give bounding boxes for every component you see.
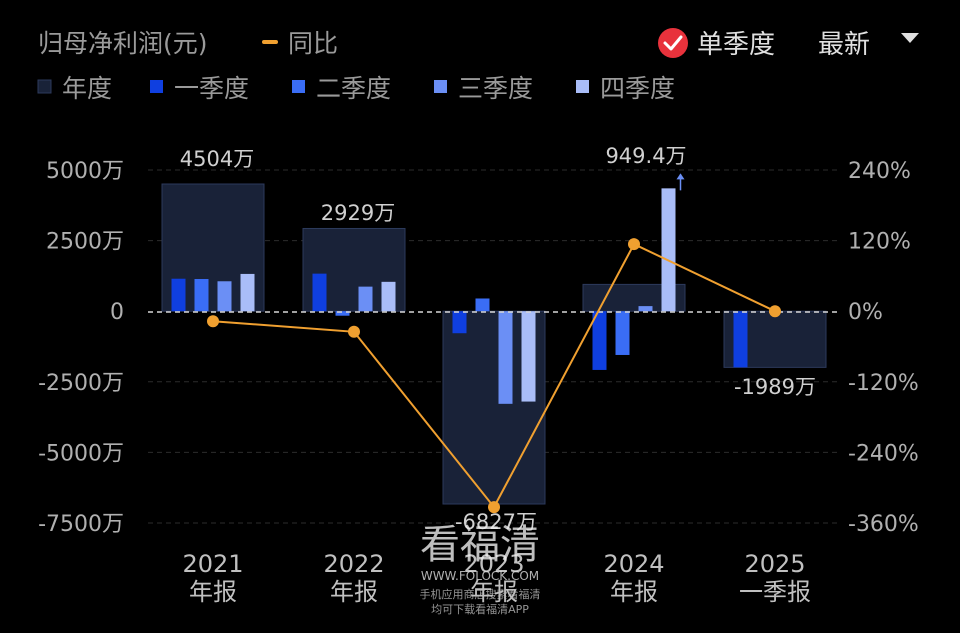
legend-swatch-0 (37, 79, 52, 94)
left-tick-label: -5000万 (38, 441, 124, 466)
legend-label-4: 四季度 (600, 74, 675, 103)
annual-bars (161, 183, 827, 505)
category-label: 2021 年报 (182, 550, 243, 606)
caret-down-icon (901, 33, 919, 43)
quarter-bar[interactable] (521, 311, 536, 402)
legend-swatch-4 (576, 80, 589, 93)
yoy-legend-label: 同比 (288, 29, 338, 58)
quarter-bar[interactable] (592, 311, 607, 370)
quarter-bar[interactable] (194, 279, 209, 312)
checkmark-glyph (663, 35, 683, 51)
watermark-brand: 看福清 (420, 522, 540, 568)
quarter-bar[interactable] (335, 311, 350, 316)
category-label: 2025 一季报 (739, 550, 811, 606)
right-tick-label: -360% (848, 512, 919, 537)
quarter-bar[interactable] (358, 286, 373, 312)
watermark: 看福清 WWW.FOLOCK.COM 手机应用商店搜索看福清 均可下载看福清AP… (420, 522, 541, 616)
yoy-line (207, 238, 781, 514)
yoy-point[interactable] (348, 325, 360, 338)
right-tick-label: -240% (848, 441, 919, 466)
category-label: 2024 年报 (603, 550, 664, 606)
check-icon (658, 28, 688, 58)
annual-value-label: -1989万 (734, 375, 816, 399)
yoy-point[interactable] (488, 501, 500, 514)
series-legend: 年度 一季度 二季度 三季度 四季度 (37, 74, 675, 103)
right-tick-label: -120% (848, 371, 919, 396)
annual-value-labels: 4504万 2929万 -6827万 949.4万 -1989万 (180, 144, 816, 534)
quarter-bar[interactable] (171, 278, 186, 312)
left-tick-label: 2500万 (46, 230, 124, 255)
legend-label-2: 二季度 (316, 74, 391, 103)
legend-label-0: 年度 (62, 74, 112, 103)
right-tick-label: 0% (848, 300, 883, 325)
category-label: 2022 年报 (323, 550, 384, 606)
legend-swatch-1 (150, 80, 163, 93)
quarter-bar[interactable] (312, 273, 327, 312)
left-tick-label: -7500万 (38, 512, 124, 537)
left-tick-label: 0 (110, 300, 124, 325)
legend-label-3: 三季度 (458, 74, 533, 103)
quarter-bar[interactable] (498, 311, 513, 404)
legend-label-1: 一季度 (174, 74, 249, 103)
yoy-point[interactable] (769, 305, 781, 318)
quarter-bar[interactable] (661, 188, 676, 312)
overflow-arrow-head (676, 173, 685, 180)
quarter-bar[interactable] (638, 306, 653, 312)
annual-value-label: -6827万 (455, 510, 537, 534)
quarter-bar[interactable] (452, 311, 467, 334)
yoy-legend-swatch (262, 40, 278, 44)
annual-value-label: 949.4万 (605, 144, 686, 168)
quarter-bar[interactable] (381, 281, 396, 312)
quarter-bar[interactable] (733, 311, 748, 368)
left-axis: 5000万 2500万 0 -2500万 -5000万 -7500万 (38, 159, 124, 537)
yoy-point[interactable] (628, 238, 640, 251)
quarter-bar[interactable] (217, 281, 232, 312)
sort-dropdown-label: 最新 (818, 30, 870, 60)
watermark-site: WWW.FOLOCK.COM (421, 569, 539, 583)
right-axis: 240% 120% 0% -120% -240% -360% (848, 159, 919, 537)
left-tick-label: -2500万 (38, 371, 124, 396)
single-quarter-label: 单季度 (697, 30, 775, 60)
quarter-bars (171, 173, 748, 404)
yoy-point[interactable] (207, 315, 219, 328)
category-axis: 2021 年报 2022 年报 2023 年报 2024 年报 2025 一季报 (182, 550, 811, 606)
legend-swatch-3 (434, 80, 447, 93)
watermark-line1: 手机应用商店搜索看福清 (420, 587, 541, 601)
annual-value-label: 2929万 (321, 201, 395, 225)
chart-metric-title: 归母净利润(元) (38, 29, 208, 58)
quarter-bar[interactable] (240, 273, 255, 312)
sort-dropdown[interactable]: 最新 (818, 30, 919, 60)
single-quarter-toggle[interactable]: 单季度 (658, 28, 775, 60)
legend-swatch-2 (292, 80, 305, 93)
quarter-bar[interactable] (615, 311, 630, 355)
category-label: 2023 年报 (463, 550, 524, 606)
right-tick-label: 120% (848, 230, 911, 255)
quarter-bar[interactable] (475, 298, 490, 312)
right-tick-label: 240% (848, 159, 911, 184)
watermark-line2: 均可下载看福清APP (431, 602, 529, 616)
annual-value-label: 4504万 (180, 147, 254, 171)
left-tick-label: 5000万 (46, 159, 124, 184)
